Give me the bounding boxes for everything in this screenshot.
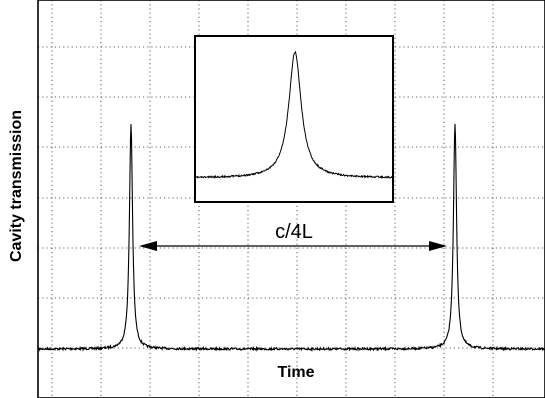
inset-frame xyxy=(194,35,394,203)
period-label: c/4L xyxy=(275,221,313,243)
period-annotation: c/4L xyxy=(139,221,447,251)
grid xyxy=(38,0,545,398)
inset xyxy=(194,35,394,203)
period-arrow-left-head xyxy=(139,241,157,251)
inset-trace xyxy=(195,50,393,180)
y-axis-label: Cavity transmission xyxy=(8,110,25,262)
period-arrow-right-head xyxy=(429,241,447,251)
plot-frame xyxy=(37,0,545,398)
transmission-trace xyxy=(38,123,545,353)
x-axis-label: Time xyxy=(277,364,314,381)
main-trace-group xyxy=(38,123,545,353)
